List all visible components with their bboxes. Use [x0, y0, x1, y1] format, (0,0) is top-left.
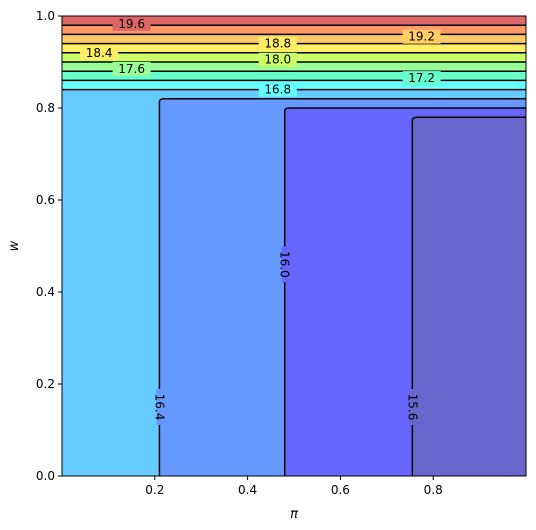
- contour-label: 19.2: [408, 30, 435, 44]
- y-tick-label: 1.0: [36, 9, 55, 23]
- contour-label-gap: [258, 82, 297, 97]
- contour-label: 16.0: [278, 251, 292, 278]
- y-tick-label: 0.2: [36, 377, 55, 391]
- x-tick-label: 0.8: [424, 483, 443, 497]
- y-tick-label: 0.8: [36, 101, 55, 115]
- contour-line: [411, 116, 526, 476]
- contour-band: [62, 71, 526, 81]
- contour-label-gap: [258, 36, 297, 51]
- y-tick-label: 0.6: [36, 193, 55, 207]
- contour-label-gap: [402, 71, 441, 86]
- y-axis-label: w: [7, 240, 22, 251]
- contour-label: 19.6: [118, 17, 145, 31]
- contour-label-gap: [402, 29, 441, 44]
- contour-label-gap: [258, 52, 297, 67]
- contour-label: 17.2: [408, 71, 435, 85]
- contour-label: 17.6: [118, 62, 145, 76]
- x-tick-label: 0.4: [238, 483, 257, 497]
- contour-label-gap: [80, 45, 119, 60]
- contour-label: 18.4: [86, 46, 113, 60]
- contour-labels: 19.6 19.2 18.8 18.4 18.0 17.6 17.2 16.8 16.4 16.0…: [80, 16, 441, 425]
- contour-label: 16.4: [152, 394, 166, 421]
- contour-line: [158, 98, 526, 476]
- contour-line: [283, 107, 526, 476]
- contour-label: 15.6: [405, 394, 419, 421]
- contour-region: [412, 117, 526, 476]
- x-tick-label: 0.2: [145, 483, 164, 497]
- contour-label: 16.8: [264, 83, 291, 97]
- contour-label-gap: [409, 389, 416, 425]
- contour-fills: [62, 16, 526, 477]
- contour-label-gap: [112, 16, 151, 31]
- axes: 0.2 0.4 0.6 0.8 0.0 0.2 0.4 0.6 0.8 1.0: [36, 9, 443, 497]
- plot-frame: [61, 15, 527, 477]
- contour-label: 18.0: [264, 53, 291, 67]
- contour-label: 18.8: [264, 37, 291, 51]
- contour-band: [62, 16, 526, 26]
- y-tick-label: 0.4: [36, 285, 55, 299]
- x-axis-label: π: [290, 507, 298, 522]
- contour-label-gap: [281, 246, 288, 283]
- x-tick-label: 0.6: [331, 483, 350, 497]
- contour-label-gap: [156, 389, 163, 425]
- y-tick-label: 0.0: [36, 469, 55, 483]
- contour-label-gap: [112, 61, 151, 76]
- contour-band: [62, 25, 526, 35]
